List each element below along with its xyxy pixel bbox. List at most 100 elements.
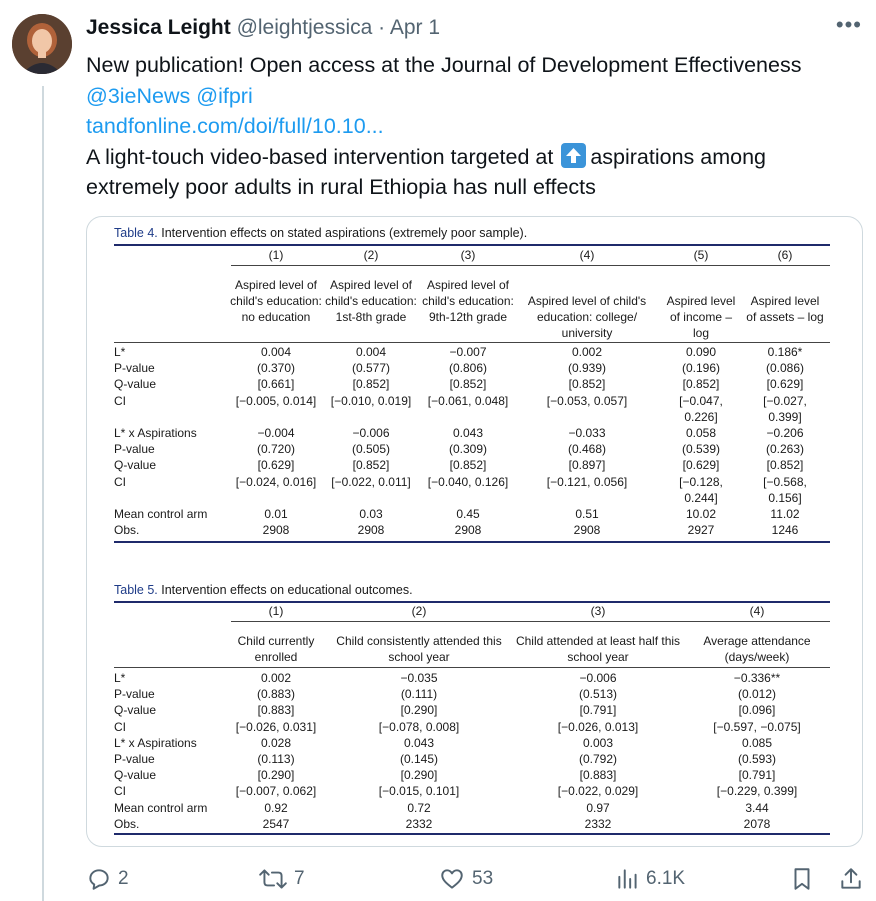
table5-column-header: Child attended at least half this school… xyxy=(515,634,681,664)
table5-top-rule xyxy=(114,601,830,603)
table4-cell: [0.852] xyxy=(449,377,487,392)
table4-cell: [−0.047, xyxy=(679,393,723,408)
table4-cell: 0.058 xyxy=(685,426,717,440)
table4-cell: 0.399] xyxy=(768,409,802,424)
table4-colnum: (5) xyxy=(693,248,709,262)
table4-cell: 2908 xyxy=(357,523,385,538)
table4-row-label: CI xyxy=(114,474,126,489)
table5-row-label: CI xyxy=(114,784,126,799)
reply-icon xyxy=(89,869,109,890)
table4-row-label: CI xyxy=(114,393,126,408)
table4-cell: 2927 xyxy=(687,523,715,538)
table5-cell: 0.72 xyxy=(407,800,431,815)
table5-label: Table 5. xyxy=(114,583,158,597)
table4-row-label: P-value xyxy=(114,442,155,457)
author-name[interactable]: Jessica Leight xyxy=(86,16,231,39)
article-link[interactable]: tandfonline.com/doi/full/10.10... xyxy=(86,114,384,138)
table4-cell: 10.02 xyxy=(685,507,717,521)
table5-cell: 0.003 xyxy=(582,735,614,750)
table5-cell: 2332 xyxy=(584,816,612,831)
table5-title-text: Intervention effects on educational outc… xyxy=(157,583,413,597)
table4-label: Table 4. xyxy=(114,226,158,240)
table5-column-header: Child currently enrolled xyxy=(237,634,315,664)
reply-button[interactable]: 2 xyxy=(86,866,129,892)
table4-cell: (0.468) xyxy=(567,442,607,457)
table4-cell: 0.226] xyxy=(684,409,718,424)
table4-cell: (0.720) xyxy=(256,442,296,457)
table5-row-label: CI xyxy=(114,719,126,734)
table4-cell: 0.004 xyxy=(260,345,292,359)
table4-cell: 0.002 xyxy=(571,345,603,359)
table4-row-label: Obs. xyxy=(114,523,140,538)
tweet-date[interactable]: Apr 1 xyxy=(389,16,441,39)
table4-cell: 0.186* xyxy=(767,345,803,359)
table4-cell: [−0.128, xyxy=(679,474,723,489)
table5-cell: [0.290] xyxy=(400,768,438,783)
table4-cell: 0.004 xyxy=(355,345,387,359)
tweet-line-3-start: A light-touch video-based intervention t… xyxy=(86,144,554,169)
table4-cell: 0.51 xyxy=(575,507,599,521)
table4-row-label: P-value xyxy=(114,361,155,376)
table5-cell: [−0.078, 0.008] xyxy=(378,719,460,734)
table5-colnum: (2) xyxy=(411,604,427,618)
table4-cell: 0.03 xyxy=(359,507,383,521)
table5-colnum: (4) xyxy=(749,604,765,618)
table5-cell: (0.513) xyxy=(578,687,618,702)
table5-column-header: Child consistently attended this school … xyxy=(336,634,502,664)
table4-cell: [−0.040, 0.126] xyxy=(427,474,509,489)
table5-cell: 0.085 xyxy=(741,735,773,750)
more-options-icon[interactable]: ••• xyxy=(835,12,862,37)
thread-connector-line xyxy=(42,86,44,901)
table4-cell: 0.043 xyxy=(452,426,484,440)
table4-cell: [0.629] xyxy=(682,458,720,473)
table4-title-text: Intervention effects on stated aspiratio… xyxy=(157,226,528,240)
repost-button[interactable]: 7 xyxy=(258,866,305,892)
table5-cell: 0.92 xyxy=(264,800,288,815)
table4-cell: (0.196) xyxy=(681,361,721,376)
table4-cell: [0.852] xyxy=(449,458,487,473)
table4-column-header: Aspired level of child's education: no e… xyxy=(230,278,322,324)
table5-row-label: L* x Aspirations xyxy=(114,735,197,750)
tweet-line-1: New publication! Open access at the Jour… xyxy=(86,53,802,77)
table4-cell: −0.004 xyxy=(257,426,295,440)
table4-cell: 2908 xyxy=(262,523,290,538)
table4-colnum-rule xyxy=(231,265,830,266)
like-button[interactable]: 53 xyxy=(438,866,493,892)
table4-cell: [−0.053, 0.057] xyxy=(546,393,628,408)
author-avatar[interactable] xyxy=(12,14,72,74)
mentions-link[interactable]: @3ieNews @ifpri xyxy=(86,83,253,108)
table5-title: Table 5. Intervention effects on educati… xyxy=(114,583,413,597)
table4-colnum: (2) xyxy=(363,248,379,262)
table4-cell: [0.897] xyxy=(568,458,606,473)
views-icon xyxy=(618,869,637,889)
table5-cell: 0.002 xyxy=(260,671,292,685)
tweet-header: Jessica Leight @leightjessica · Apr 1 xyxy=(86,16,440,40)
table5-cell: [−0.026, 0.031] xyxy=(235,719,317,734)
views-button[interactable]: 6.1K xyxy=(616,866,685,892)
share-button[interactable] xyxy=(838,866,864,892)
table4-column-header: Aspired level of child's education: 1st-… xyxy=(325,278,417,324)
table5-row-label: Obs. xyxy=(114,816,140,831)
table4-cell: [0.852] xyxy=(682,377,720,392)
table5-row-label: P-value xyxy=(114,752,155,766)
table5-colnum: (1) xyxy=(268,604,284,618)
table5-column-header: Average attendance (days/week) xyxy=(703,634,811,664)
table4-cell: [−0.027, xyxy=(763,393,807,408)
table4-colnum: (1) xyxy=(268,248,284,262)
tweet-line-3: A light-touch video-based intervention t… xyxy=(86,142,856,173)
table5-cell: [−0.026, 0.013] xyxy=(557,719,639,734)
table5-cell: 3.44 xyxy=(745,800,769,815)
table5-cell: (0.113) xyxy=(257,752,295,766)
table5-cell: [−0.597, −0.075] xyxy=(713,719,801,734)
tweet-image[interactable]: Table 4. Intervention effects on stated … xyxy=(86,216,863,847)
table4-colnum: (3) xyxy=(460,248,476,262)
author-handle[interactable]: @leightjessica xyxy=(236,16,373,39)
table5-colnum-rule xyxy=(231,621,830,622)
repost-icon xyxy=(259,869,287,889)
table5-cell: (0.593) xyxy=(737,752,777,766)
bookmark-button[interactable] xyxy=(790,866,814,892)
table5-cell: [0.290] xyxy=(400,703,438,718)
table5-cell: [−0.229, 0.399] xyxy=(716,784,798,799)
heart-icon xyxy=(441,869,463,889)
table5-cell: 0.97 xyxy=(586,800,610,815)
